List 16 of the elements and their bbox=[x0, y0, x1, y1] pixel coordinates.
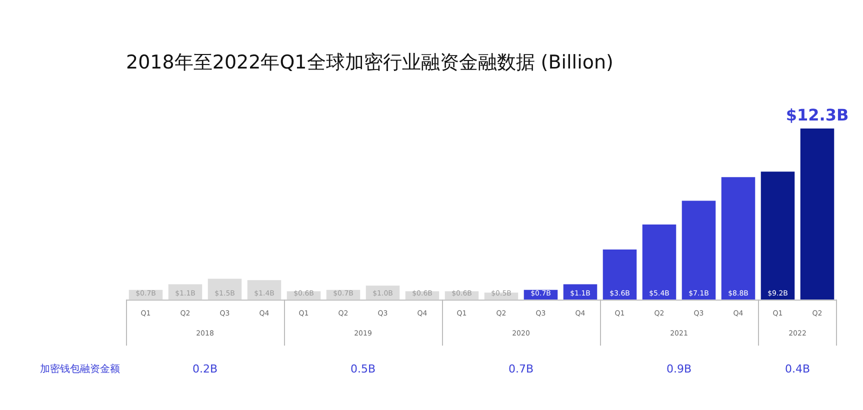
data-label: $12.3B bbox=[786, 106, 849, 125]
text: 加密钱包融资金额 bbox=[40, 363, 120, 376]
bar bbox=[682, 200, 716, 300]
text: 0.2B bbox=[192, 362, 218, 376]
bar bbox=[721, 177, 756, 300]
bar bbox=[642, 224, 676, 300]
text: 0.4B bbox=[784, 362, 810, 376]
chart-title: 2018年至2022年Q1全球加密行业融资金融数据 (Billion) bbox=[126, 51, 614, 74]
bar bbox=[247, 280, 282, 300]
text: 0.5B bbox=[350, 362, 376, 376]
text: 0.9B bbox=[666, 362, 692, 376]
text: 0.7B bbox=[508, 362, 534, 376]
bar bbox=[800, 128, 834, 300]
bar bbox=[760, 172, 795, 300]
bar bbox=[602, 250, 637, 300]
bar bbox=[208, 278, 242, 300]
